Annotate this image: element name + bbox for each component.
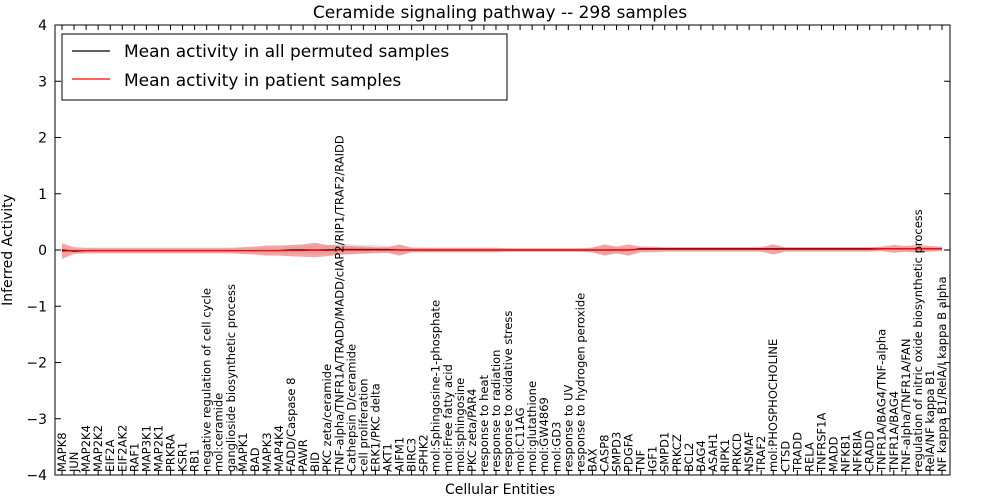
x-axis: MAPK8JUNMAP2K4MAP2K2EIF2AEIF2AK2RAF1MAP3… bbox=[55, 25, 949, 475]
y-tick-label: −1 bbox=[26, 299, 47, 315]
x-tick-label: IGF1 bbox=[646, 446, 660, 472]
x-tick-label: response to UV bbox=[561, 384, 575, 472]
x-tick-label: PRKCD bbox=[730, 433, 744, 472]
x-tick-label: TNF-alpha/TNFR1A/TRADD/MADD/cIAP2/RIP1/T… bbox=[332, 135, 346, 473]
x-tick-label: mol:ceramide bbox=[212, 393, 226, 472]
x-tick-label: CTSD bbox=[778, 441, 792, 472]
x-tick-label: MADD bbox=[827, 436, 841, 472]
x-axis-label: Cellular Entities bbox=[445, 482, 555, 498]
x-tick-label: TNFRSF1A bbox=[814, 413, 828, 473]
x-tick-label: EIF2A bbox=[103, 439, 117, 472]
x-tick-label: SPHK2 bbox=[417, 434, 431, 472]
x-tick-label: mol:C11AG bbox=[513, 407, 527, 472]
y-tick-label: 1 bbox=[38, 187, 47, 203]
x-tick-label: mol:Sphingosine-1-phosphate bbox=[429, 300, 443, 472]
x-tick-label: TRADD bbox=[790, 432, 804, 473]
x-tick-label: TNF bbox=[634, 450, 648, 473]
x-tick-label: NFKBIA bbox=[851, 430, 865, 472]
x-tick-label: ERK1/PKC delta bbox=[368, 383, 382, 472]
series-lines bbox=[61, 248, 942, 252]
x-tick-label: MAPK8 bbox=[55, 432, 69, 472]
x-tick-label: EIF2AK2 bbox=[115, 425, 129, 472]
x-tick-label: cell proliferation bbox=[356, 378, 370, 472]
x-tick-label: mol:GW4869 bbox=[537, 397, 551, 472]
y-tick-label: 4 bbox=[38, 18, 47, 34]
x-tick-label: ganglioside biosynthetic process bbox=[224, 284, 238, 472]
x-tick-label: RIPK1 bbox=[718, 439, 732, 472]
x-tick-label: mol:PHOSPHOCHOLINE bbox=[766, 339, 780, 472]
x-tick-label: BID bbox=[308, 452, 322, 472]
x-tick-label: negative regulation of cell cycle bbox=[200, 288, 214, 472]
x-tick-label: MAP2K1 bbox=[151, 425, 165, 472]
x-tick-label: PAWR bbox=[296, 439, 310, 472]
x-tick-label: RELA bbox=[802, 442, 816, 472]
x-tick-label: NSMAF bbox=[742, 432, 756, 472]
x-tick-label: PDGFA bbox=[622, 434, 636, 472]
y-tick-label: −4 bbox=[26, 468, 47, 484]
legend-label-permuted: Mean activity in all permuted samples bbox=[124, 42, 449, 62]
x-tick-label: NFKB1 bbox=[839, 434, 853, 472]
line-patient bbox=[61, 248, 942, 252]
x-tick-label: MAP2K4 bbox=[79, 425, 93, 472]
x-tick-label: ASAH1 bbox=[706, 433, 720, 472]
legend: Mean activity in all permuted samples Me… bbox=[61, 33, 508, 101]
x-tick-label: TRAF2 bbox=[754, 436, 768, 473]
x-tick-label: SMPD3 bbox=[610, 432, 624, 472]
legend-box bbox=[61, 33, 508, 101]
x-tick-label: PRKRA bbox=[163, 434, 177, 472]
y-axis: −4 −3 −2 −1 0 1 2 3 4 bbox=[26, 18, 950, 484]
x-tick-label: PKC zeta/PAR4 bbox=[465, 389, 479, 472]
x-tick-label: CASP8 bbox=[597, 435, 611, 472]
x-tick-label: mol:glutathione bbox=[525, 381, 539, 472]
x-tick-label: TNFR1A/BAG4 bbox=[887, 391, 901, 473]
x-tick-label: TNF-alpha/TNFR1A/FAN bbox=[899, 339, 913, 473]
x-tick-label: MAPK3 bbox=[260, 432, 274, 472]
x-tick-label: regulation of nitric oxide biosynthetic … bbox=[911, 209, 925, 472]
y-axis-label: Inferred Activity bbox=[0, 194, 16, 306]
x-tick-label: BAX bbox=[585, 448, 599, 472]
x-tick-label: AIFM1 bbox=[393, 437, 407, 472]
x-tick-label: FADD/Caspase 8 bbox=[284, 378, 298, 472]
x-tick-label: MAP3K1 bbox=[139, 425, 153, 472]
y-tick-label: 0 bbox=[38, 243, 47, 259]
x-tick-label: KSR1 bbox=[176, 442, 190, 472]
x-tick-label: PKC zeta/ceramide bbox=[320, 364, 334, 472]
x-tick-label: JUN bbox=[67, 452, 81, 473]
x-tick-label: mol:GD3 bbox=[549, 422, 563, 472]
x-tick-label: BAG4 bbox=[694, 440, 708, 472]
x-tick-label: response to hydrogen peroxide bbox=[573, 293, 587, 472]
x-tick-label: response to heat bbox=[477, 375, 491, 472]
x-tick-label: mol:Free fatty acid bbox=[441, 364, 455, 472]
x-tick-label: NF kappa B1/RelA/I kappa B alpha bbox=[935, 276, 949, 472]
x-tick-label: TNFR1A/BAG4/TNF-alpha bbox=[875, 329, 889, 473]
x-tick-label: Cathepsin D/ceramide bbox=[344, 344, 358, 472]
legend-label-patient: Mean activity in patient samples bbox=[124, 71, 401, 91]
x-tick-label: MAPK1 bbox=[236, 432, 250, 472]
x-tick-label: response to radiation bbox=[489, 350, 503, 472]
x-tick-label: CRADD bbox=[863, 431, 877, 472]
x-tick-label: MAP4K4 bbox=[272, 425, 286, 472]
x-tick-label: BIRC3 bbox=[405, 438, 419, 472]
x-tick-label: AKT1 bbox=[380, 443, 394, 472]
y-tick-label: 3 bbox=[38, 74, 47, 90]
x-tick-label: RAF1 bbox=[127, 443, 141, 472]
chart-title: Ceramide signaling pathway -- 298 sample… bbox=[313, 3, 687, 23]
x-tick-label: RelA/NF kappa B1 bbox=[923, 370, 937, 472]
x-tick-label: RB1 bbox=[188, 449, 202, 472]
x-tick-label: BAD bbox=[248, 447, 262, 472]
x-tick-label: PRKCZ bbox=[670, 434, 684, 472]
x-tick-label: mol:sphingosine bbox=[453, 378, 467, 472]
x-tick-label: SMPD1 bbox=[658, 432, 672, 472]
x-tick-label: response to oxidative stress bbox=[501, 311, 515, 472]
x-tick-label: MAP2K2 bbox=[91, 425, 105, 472]
y-tick-label: −3 bbox=[26, 412, 47, 428]
x-tick-label: BCL2 bbox=[682, 443, 696, 472]
y-tick-label: 2 bbox=[38, 131, 47, 147]
band-patient bbox=[62, 242, 942, 259]
y-tick-label: −2 bbox=[26, 356, 47, 372]
